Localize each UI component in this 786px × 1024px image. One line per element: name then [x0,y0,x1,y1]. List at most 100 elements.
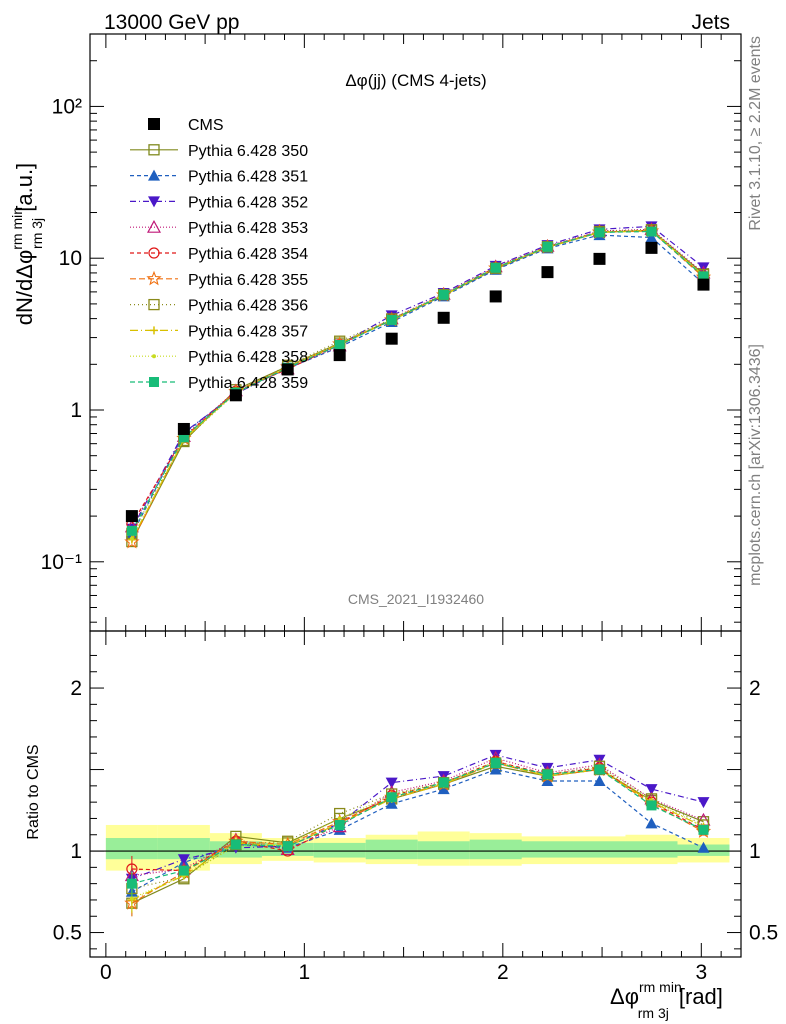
data-point [490,262,501,273]
x-tick-label: 3 [695,961,707,984]
reference-point [125,510,138,523]
data-point [645,231,658,243]
series-line [131,229,704,539]
ratio-point [337,816,342,821]
reference-point [385,332,398,345]
legend-marker [148,144,160,156]
x-tick-label: 2 [497,961,509,984]
ratio-point [230,839,241,850]
data-point [129,536,134,541]
legend-marker [146,270,162,286]
data-point [646,226,657,237]
ratio-y-tick-label-right: 0.5 [749,922,778,945]
band-inner [365,839,418,860]
ratio-point [489,763,502,775]
ratio-point [129,896,134,901]
side-mcplots: mcplots.cern.ch [arXiv:1306.3436] [747,344,764,586]
legend-label: Pythia 6.428 353 [188,220,308,237]
y-tick-label: 10² [52,95,82,118]
ratio-line [131,762,704,890]
ratio-y-tick-label: 1 [70,840,82,863]
legend-marker [149,377,159,387]
ratio-frame [89,630,742,958]
reference-point [333,349,346,362]
header-left: 13000 GeV pp [104,11,239,34]
band-inner [417,841,470,860]
header-right: Jets [691,11,730,34]
ratio-y-tick-label: 0.5 [53,922,82,945]
legend-label: Pythia 6.428 357 [188,323,308,340]
reference-point [697,278,710,291]
ratio-point [698,824,709,835]
legend-marker [146,219,162,233]
legend-marker [152,354,156,359]
ratio-point [385,777,398,789]
ratio-point [490,758,501,769]
ratio-point [646,800,657,811]
data-point [334,340,345,351]
main-panel: 10⁻¹ 1 10 10² Δφ(jj) (CMS 4-jets) CMS_2021_… [9,33,742,632]
y-tick-label: 1 [70,399,82,422]
legend: CMS Pythia 6.428 350 Pythia 6.428 351 Pythi… [130,117,308,392]
legend-label: Pythia 6.428 359 [188,375,308,392]
ratio-point [385,797,398,809]
ratio-line [131,762,704,901]
ratio-point [542,769,553,780]
legend-label: Pythia 6.428 350 [188,143,308,160]
ratio-line [131,768,704,893]
ratio-point [593,774,606,786]
ratio-panel: 0.5 0.5 1 1 2 2 0 1 2 3 Ratio to CMS Δφrm min rm 3… [25,630,778,1021]
data-point [178,432,189,443]
data-point [126,525,137,536]
main-series [124,221,712,549]
legend-label: Pythia 6.428 354 [188,246,308,263]
band-inner [157,838,210,860]
panel-title: Δφ(jj) (CMS 4-jets) [345,71,486,90]
band-inner [105,838,158,860]
ratio-line [131,757,704,877]
ratio-point [334,819,345,830]
reference-point [541,266,554,279]
reference-point [229,389,242,402]
y-tick-label: 10⁻¹ [41,551,82,574]
series-line [131,225,704,530]
watermark: CMS_2021_I1932460 [348,591,484,607]
reference-point [281,363,294,376]
band-inner [625,841,678,858]
ratio-point [282,841,293,852]
band-inner [469,839,522,860]
legend-marker [150,326,158,335]
ratio-y-tick-label: 2 [70,677,82,700]
legend-label: Pythia 6.428 355 [188,272,308,289]
ratio-point [541,774,554,786]
ratio-point [178,865,189,876]
legend-marker-cms [148,118,160,130]
ratio-y-label: Ratio to CMS [25,744,42,839]
reference-point [593,252,606,265]
ratio-point [593,754,606,766]
legend-label: Pythia 6.428 356 [188,298,308,315]
ratio-point [177,854,190,866]
legend-marker [148,298,160,311]
data-point [698,271,709,282]
series-line [131,230,704,532]
band-inner [313,842,366,858]
data-point [542,241,553,252]
ratio-point [645,817,658,829]
data-point [594,227,605,238]
legend-label: Pythia 6.428 351 [188,169,308,186]
legend-marker [148,247,160,259]
ratio-series-6 [126,757,710,902]
ratio-point [697,797,710,809]
x-axis-label: Δφrm min rm 3j[rad] [610,979,723,1021]
reference-point [645,241,658,254]
ratio-point [645,784,658,796]
ratio-point [386,792,397,803]
legend-label: Pythia 6.428 352 [188,194,308,211]
ratio-y-tick-label-right: 1 [749,840,761,863]
legend-marker [148,196,160,208]
ratio-point [437,783,450,795]
